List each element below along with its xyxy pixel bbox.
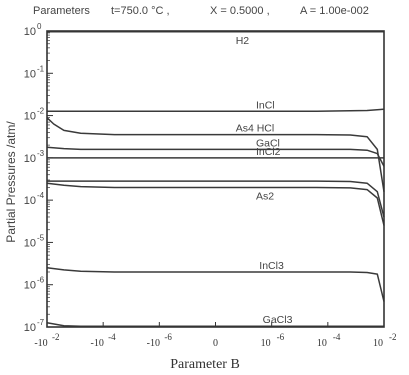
y-tick-exponent: -1 — [37, 64, 45, 73]
series-label: As2 — [256, 190, 274, 202]
y-tick-exponent: -6 — [37, 276, 45, 285]
x-tick-label: -10 — [34, 338, 47, 349]
series-line — [47, 180, 385, 218]
y-tick-label: 10 — [24, 111, 36, 123]
y-tick-label: 10 — [24, 195, 36, 207]
series-line — [47, 108, 385, 113]
series-line — [46, 146, 385, 167]
y-axis-title: Partial Pressures /atm/ — [4, 121, 18, 243]
x-tick-label: -10 — [90, 338, 103, 349]
y-tick-exponent: -5 — [37, 233, 45, 242]
y-tick-exponent: -7 — [37, 318, 45, 327]
y-tick-exponent: 0 — [37, 22, 42, 31]
header-parameter-a: A = 1.00e-002 — [300, 5, 369, 17]
y-tick-label: 10 — [24, 26, 36, 38]
series-label: InCl — [256, 99, 275, 111]
x-tick-label: 10 — [317, 338, 327, 349]
x-tick-label: -10 — [147, 338, 160, 349]
x-axis-title: Parameter B — [170, 357, 240, 372]
x-tick-exponent: -6 — [277, 332, 285, 342]
series-label: InCl3 — [259, 260, 284, 272]
series-label: H2 — [236, 35, 250, 47]
series-line — [46, 117, 385, 192]
series-label: GaCl — [256, 137, 280, 149]
y-tick-label: 10 — [24, 322, 36, 334]
series-line — [46, 267, 385, 302]
x-tick-exponent: -2 — [389, 332, 397, 342]
x-tick-exponent: -6 — [164, 332, 172, 342]
series-label: InCl2 — [256, 146, 281, 158]
y-tick-exponent: -2 — [37, 107, 45, 116]
y-tick-exponent: -4 — [37, 191, 45, 200]
header-temperature: t=750.0 °C , — [111, 5, 170, 17]
series-lines — [46, 31, 385, 327]
y-tick-exponent: -3 — [37, 149, 45, 158]
x-tick-label: 0 — [213, 338, 218, 349]
header-composition: X = 0.5000 , — [210, 5, 270, 17]
y-tick-label: 10 — [24, 68, 36, 80]
x-tick-label: 10 — [373, 338, 383, 349]
series-label: GaCl3 — [263, 314, 293, 326]
series-label: As4 HCl — [236, 123, 275, 135]
x-tick-label: 10 — [261, 338, 271, 349]
x-tick-exponent: -4 — [333, 332, 341, 342]
y-tick-label: 10 — [24, 280, 36, 292]
header-label: Parameters — [33, 5, 90, 17]
x-tick-exponent: -4 — [108, 332, 116, 342]
series-line — [46, 182, 385, 226]
y-tick-label: 10 — [24, 153, 36, 165]
y-tick-label: 10 — [24, 237, 36, 249]
plot-frame — [46, 30, 385, 328]
x-tick-exponent: -2 — [52, 332, 60, 342]
